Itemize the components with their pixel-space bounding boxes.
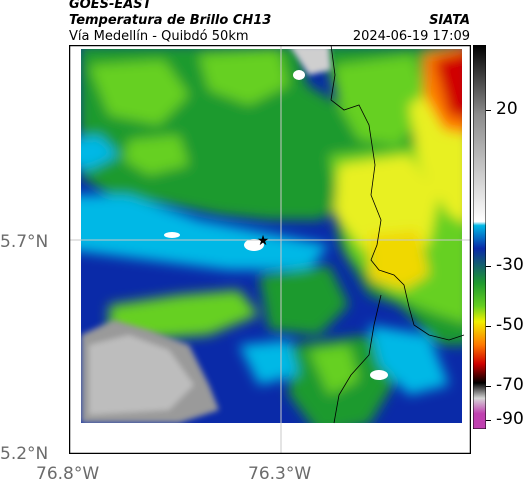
colorbar-label-20: 20 [496,99,518,119]
product-title: GOES-EAST [69,0,152,12]
map-frame [69,45,471,454]
channel-title: Temperatura de Brillo CH13 [69,13,272,28]
colorbar-tick [486,386,491,387]
colorbar-tick [486,420,491,421]
brightness-temperature-field: ★ [69,45,471,454]
timestamp: 2024-06-19 17:09 [352,29,470,44]
colorbar-tick [486,266,491,267]
lat-label-5-2: 5.2°N [0,444,49,464]
star-icon: ★ [257,233,270,249]
colorbar-label-minus90: -90 [496,409,524,429]
boundary-line [330,45,465,341]
satellite-map: ★ [69,45,471,454]
clear-sky-region [81,45,331,423]
colorbar-tick [486,326,491,327]
colorbar-label-minus70: -70 [496,375,524,395]
cold-cloud-tops [164,70,388,380]
colorbar-tick [486,110,491,111]
lon-label-76-8: 76.8°W [36,464,100,484]
colorbar-label-minus30: -30 [496,255,524,275]
boundary-line-south [333,294,382,424]
region-subtitle: Vía Medellín - Quibdó 50km [69,29,249,44]
cloud-field-blobs [69,45,471,435]
colorbar-label-minus50: -50 [496,315,524,335]
lon-label-76-3: 76.3°W [248,464,312,484]
lat-label-5-7: 5.7°N [0,232,49,252]
temperature-colorbar [473,45,486,429]
organization-label: SIATA [429,13,470,28]
